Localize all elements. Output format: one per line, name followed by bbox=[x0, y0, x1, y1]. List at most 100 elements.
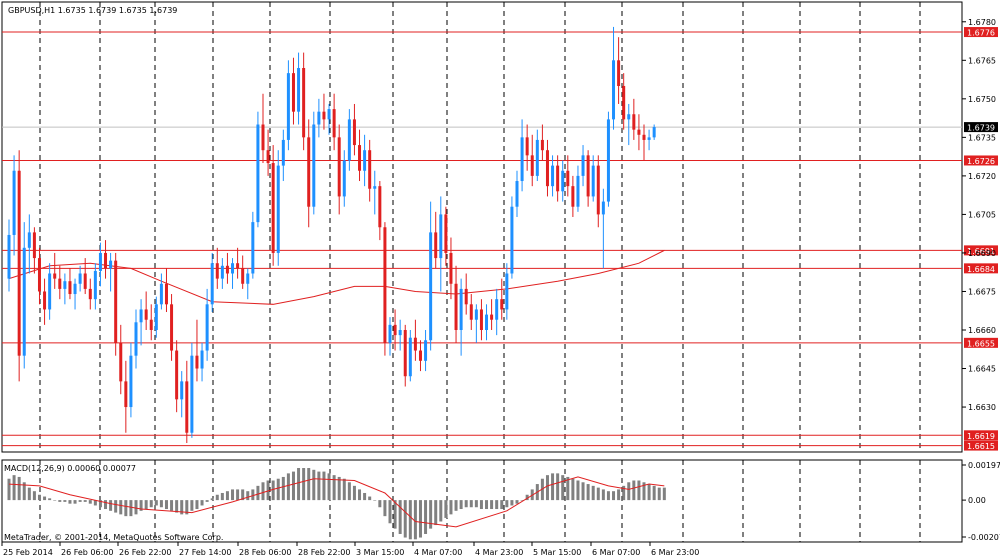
macd-bar bbox=[43, 496, 47, 501]
candle-body bbox=[652, 127, 656, 138]
candle-body bbox=[129, 355, 133, 408]
price-tick-label: 1.6735 bbox=[968, 133, 996, 142]
macd-signal-line bbox=[8, 476, 665, 528]
candle-body bbox=[398, 329, 402, 336]
candle-body bbox=[139, 309, 143, 323]
candle-body bbox=[495, 299, 499, 320]
candle-body bbox=[256, 124, 260, 223]
macd-bar bbox=[276, 478, 280, 501]
macd-bar bbox=[571, 478, 575, 501]
macd-bar bbox=[109, 500, 113, 511]
time-label: 26 Feb 22:00 bbox=[119, 548, 171, 557]
candle-body bbox=[591, 165, 595, 197]
macd-bar bbox=[48, 498, 52, 501]
time-label: 27 Feb 14:00 bbox=[179, 548, 231, 557]
macd-bar bbox=[139, 500, 143, 511]
macd-bar bbox=[520, 500, 524, 501]
candle-body bbox=[418, 350, 422, 361]
macd-bar bbox=[657, 487, 661, 501]
candle-body bbox=[215, 263, 219, 279]
candle-body bbox=[144, 309, 148, 320]
candle-body bbox=[566, 170, 570, 187]
candle-body bbox=[312, 124, 316, 207]
macd-tick-label: 0.00197 bbox=[968, 461, 1000, 470]
level-tag bbox=[964, 245, 998, 256]
macd-bar bbox=[266, 480, 270, 501]
candle-body bbox=[104, 252, 108, 269]
candle-body bbox=[27, 232, 31, 248]
macd-bar bbox=[606, 491, 610, 501]
candle-body bbox=[78, 273, 82, 284]
candle-body bbox=[124, 381, 128, 408]
candle-body bbox=[606, 119, 610, 202]
price-tick-label: 1.6780 bbox=[968, 18, 996, 27]
time-label: 28 Feb 22:00 bbox=[298, 548, 350, 557]
macd-bar bbox=[662, 487, 666, 501]
macd-bar bbox=[525, 494, 529, 501]
macd-bar bbox=[68, 500, 72, 504]
copyright: MetaTrader, © 2001-2014, MetaQuotes Soft… bbox=[4, 533, 223, 542]
macd-bar bbox=[647, 484, 651, 501]
candle-body bbox=[540, 139, 544, 151]
current-price-label: 1.6739 bbox=[967, 124, 995, 133]
level-tag bbox=[964, 430, 998, 441]
candle-body bbox=[530, 155, 534, 176]
macd-panel bbox=[7, 468, 666, 540]
candle-body bbox=[37, 258, 41, 292]
candle-body bbox=[261, 124, 265, 151]
candle-body bbox=[32, 232, 36, 259]
level-label: 1.6691 bbox=[967, 247, 995, 256]
macd-bar bbox=[58, 500, 62, 502]
macd-bar bbox=[170, 500, 174, 511]
candle-body bbox=[246, 273, 250, 284]
macd-tick-label: -0.00207 bbox=[968, 533, 1000, 542]
macd-bar bbox=[368, 496, 372, 501]
macd-bar bbox=[500, 500, 504, 510]
candle-body bbox=[479, 309, 483, 330]
candle-body bbox=[63, 281, 67, 289]
macd-bar bbox=[149, 500, 153, 508]
candle-body bbox=[469, 304, 473, 320]
candle-body bbox=[190, 355, 194, 433]
candle-body bbox=[322, 111, 326, 120]
candle-body bbox=[520, 137, 524, 182]
macd-bar bbox=[454, 500, 458, 511]
macd-bar bbox=[195, 500, 199, 510]
candle-body bbox=[231, 263, 235, 274]
time-label: 4 Mar 07:00 bbox=[414, 548, 462, 557]
level-label: 1.6615 bbox=[967, 442, 995, 451]
macd-bar bbox=[464, 500, 468, 508]
candle-body bbox=[48, 273, 52, 310]
macd-bar bbox=[612, 491, 616, 501]
candle-body bbox=[43, 291, 47, 310]
candle-body bbox=[596, 165, 600, 215]
macd-bar bbox=[175, 500, 179, 513]
candle-body bbox=[556, 165, 560, 192]
candle-body bbox=[134, 322, 138, 356]
macd-bar bbox=[505, 500, 509, 508]
macd-bar bbox=[469, 500, 473, 508]
macd-bar bbox=[246, 491, 250, 501]
macd-bar bbox=[251, 489, 255, 501]
candle-body bbox=[109, 260, 113, 269]
macd-bar bbox=[490, 500, 494, 510]
candles bbox=[7, 26, 656, 444]
macd-bar bbox=[185, 500, 189, 515]
macd-bar bbox=[134, 500, 138, 515]
candle-body bbox=[444, 214, 448, 253]
candle-body bbox=[236, 263, 240, 269]
candle-body bbox=[561, 170, 565, 192]
macd-bar bbox=[388, 500, 392, 524]
macd-bar bbox=[302, 468, 306, 501]
candle-body bbox=[393, 324, 397, 336]
macd-bar bbox=[190, 500, 194, 511]
moving-average bbox=[8, 249, 665, 305]
candle-body bbox=[210, 263, 214, 305]
level-tag bbox=[964, 263, 998, 274]
candle-body bbox=[7, 234, 11, 279]
macd-bar bbox=[307, 468, 311, 501]
macd-bar bbox=[378, 500, 382, 508]
macd-header: MACD(12,26,9) 0.00060 0.00077 bbox=[4, 464, 136, 473]
macd-bar bbox=[180, 500, 184, 515]
